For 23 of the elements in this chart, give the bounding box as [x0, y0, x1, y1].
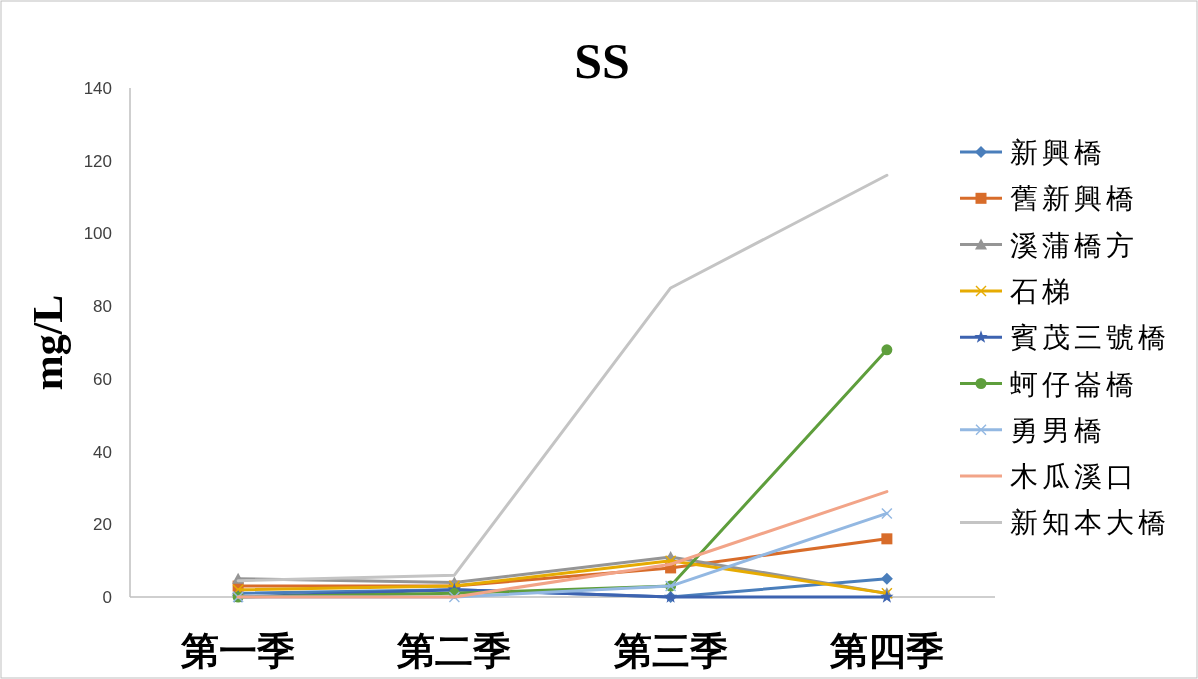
y-axis-title: mg/L	[25, 294, 71, 391]
x-tick-label: 第二季	[396, 630, 512, 672]
y-tick-label: 100	[83, 224, 112, 244]
legend-label: 蚵仔崙橋	[1010, 368, 1138, 400]
x-tick-label: 第三季	[612, 630, 728, 672]
legend-label: 新興橋	[1010, 137, 1106, 168]
y-tick-label: 20	[93, 515, 112, 535]
legend-label: 石梯	[1010, 275, 1074, 307]
x-tick-label: 第一季	[180, 630, 296, 672]
legend-label: 勇男橋	[1010, 414, 1106, 446]
y-tick-label: 120	[83, 151, 112, 171]
legend-label: 賓茂三號橋	[1010, 322, 1170, 354]
legend-label: 新知本大橋	[1010, 507, 1170, 539]
y-tick-label: 140	[83, 79, 112, 98]
x-tick-label: 第四季	[828, 630, 944, 672]
legend-label: 舊新興橋	[1010, 183, 1138, 215]
y-tick-label: 0	[102, 588, 112, 607]
y-tick-label: 80	[93, 297, 112, 317]
chart-title: SS	[574, 33, 630, 89]
legend-label: 溪蒲橋方	[1010, 229, 1138, 261]
y-tick-label: 40	[93, 442, 112, 462]
y-tick-label: 60	[93, 369, 112, 389]
legend-label: 木瓜溪口	[1010, 461, 1138, 493]
